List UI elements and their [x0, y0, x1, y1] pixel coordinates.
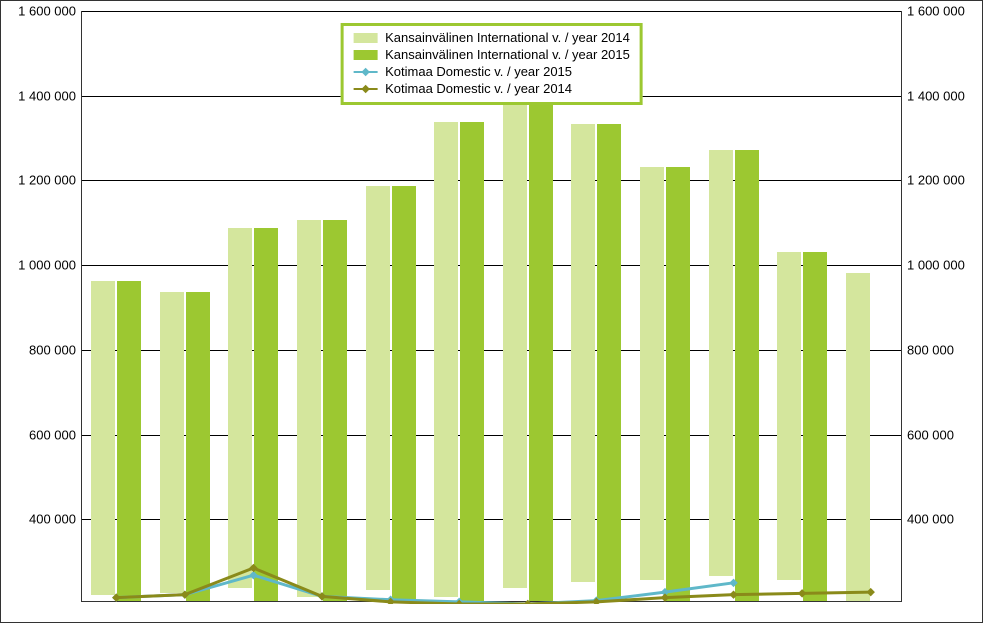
bar-intl_2015	[460, 122, 484, 601]
bar-intl_2014	[777, 252, 801, 580]
y-axis-label-left: 1 200 000	[18, 173, 76, 188]
bar-group	[494, 93, 563, 601]
bar-group	[219, 228, 288, 601]
bar-intl_2015	[186, 292, 210, 601]
bar-intl_2014	[709, 150, 733, 576]
bar-group	[425, 122, 494, 601]
y-axis-label-left: 400 000	[29, 512, 76, 527]
legend-swatch-icon	[353, 50, 377, 60]
bar-intl_2015	[735, 150, 759, 601]
y-axis-label-left: 1 600 000	[18, 4, 76, 19]
legend-item-intl_2014: Kansainvälinen International v. / year 2…	[353, 30, 630, 47]
legend-swatch-icon	[353, 33, 377, 43]
y-axis-label-right: 1 000 000	[907, 258, 965, 273]
y-axis-label-right: 600 000	[907, 427, 954, 442]
legend-swatch-icon	[353, 71, 377, 73]
legend-item-dom_2015: Kotimaa Domestic v. / year 2015	[353, 64, 630, 81]
y-axis-label-right: 400 000	[907, 512, 954, 527]
bar-group	[82, 281, 151, 601]
y-axis-label-right: 1 600 000	[907, 4, 965, 19]
legend-label: Kotimaa Domestic v. / year 2015	[385, 64, 572, 81]
bar-intl_2014	[228, 228, 252, 588]
legend-item-dom_2014: Kotimaa Domestic v. / year 2014	[353, 81, 630, 98]
legend: Kansainvälinen International v. / year 2…	[340, 23, 643, 105]
bar-intl_2014	[846, 273, 870, 601]
bar-intl_2014	[91, 281, 115, 594]
bar-group	[699, 150, 768, 601]
legend-item-intl_2015: Kansainvälinen International v. / year 2…	[353, 47, 630, 64]
bar-intl_2015	[254, 228, 278, 601]
bar-group	[631, 167, 700, 601]
y-axis-label-left: 600 000	[29, 427, 76, 442]
y-axis-label-left: 1 400 000	[18, 88, 76, 103]
bar-intl_2014	[434, 122, 458, 596]
bar-group	[836, 273, 905, 601]
chart-container: Kansainvälinen International v. / year 2…	[0, 0, 983, 623]
legend-label: Kansainvälinen International v. / year 2…	[385, 47, 630, 64]
bar-intl_2014	[503, 93, 527, 589]
plot-area: Kansainvälinen International v. / year 2…	[81, 11, 902, 602]
bar-intl_2014	[571, 124, 595, 581]
y-axis-label-left: 1 000 000	[18, 258, 76, 273]
bar-intl_2014	[640, 167, 664, 580]
bar-intl_2015	[323, 220, 347, 601]
bar-intl_2014	[366, 186, 390, 591]
bar-group	[151, 292, 220, 601]
legend-swatch-icon	[353, 88, 377, 90]
bar-group	[562, 124, 631, 601]
bar-intl_2015	[529, 93, 553, 601]
bar-group	[288, 220, 357, 601]
bar-intl_2015	[117, 281, 141, 601]
bar-intl_2015	[803, 252, 827, 601]
y-axis-label-right: 1 400 000	[907, 88, 965, 103]
y-axis-label-right: 1 200 000	[907, 173, 965, 188]
y-axis-label-right: 800 000	[907, 342, 954, 357]
bar-intl_2015	[597, 124, 621, 601]
bar-intl_2015	[392, 186, 416, 601]
bar-intl_2014	[160, 292, 184, 593]
bar-intl_2015	[666, 167, 690, 601]
legend-label: Kansainvälinen International v. / year 2…	[385, 30, 630, 47]
bar-intl_2014	[297, 220, 321, 597]
bar-group	[768, 252, 837, 601]
y-axis-label-left: 800 000	[29, 342, 76, 357]
bar-group	[356, 186, 425, 601]
legend-label: Kotimaa Domestic v. / year 2014	[385, 81, 572, 98]
